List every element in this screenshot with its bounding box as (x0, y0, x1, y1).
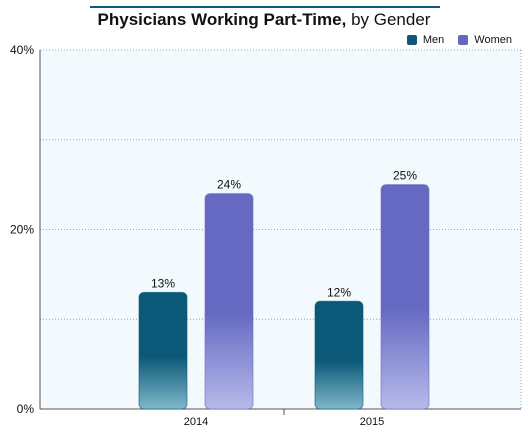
data-label: 24% (217, 178, 241, 192)
legend-label-women: Women (474, 34, 512, 46)
title-rule (90, 6, 440, 8)
y-tick-label: 0% (17, 402, 35, 416)
chart-title-main: Physicians Working Part-Time, (97, 10, 347, 29)
chart-title: Physicians Working Part-Time, by Gender (0, 9, 528, 31)
x-tick-label: 2015 (360, 416, 384, 426)
bar-women-2014 (204, 193, 254, 410)
legend: Men Women (393, 34, 512, 46)
legend-swatch-men (406, 35, 417, 45)
legend-item-women[interactable]: Women (458, 34, 512, 46)
chart-title-sub: by Gender (351, 10, 431, 29)
bar-men-2014 (138, 291, 188, 410)
x-tick-label: 2014 (184, 416, 208, 426)
y-tick-label: 20% (10, 223, 34, 237)
legend-item-men[interactable]: Men (406, 34, 445, 46)
data-label: 12% (327, 285, 351, 299)
data-label: 25% (393, 169, 417, 183)
bar-men-2015 (314, 300, 364, 410)
legend-label-men: Men (422, 34, 445, 46)
legend-swatch-women (458, 35, 469, 45)
bar-women-2015 (380, 184, 430, 410)
data-label: 13% (151, 276, 175, 290)
y-tick-label: 40% (10, 43, 34, 57)
